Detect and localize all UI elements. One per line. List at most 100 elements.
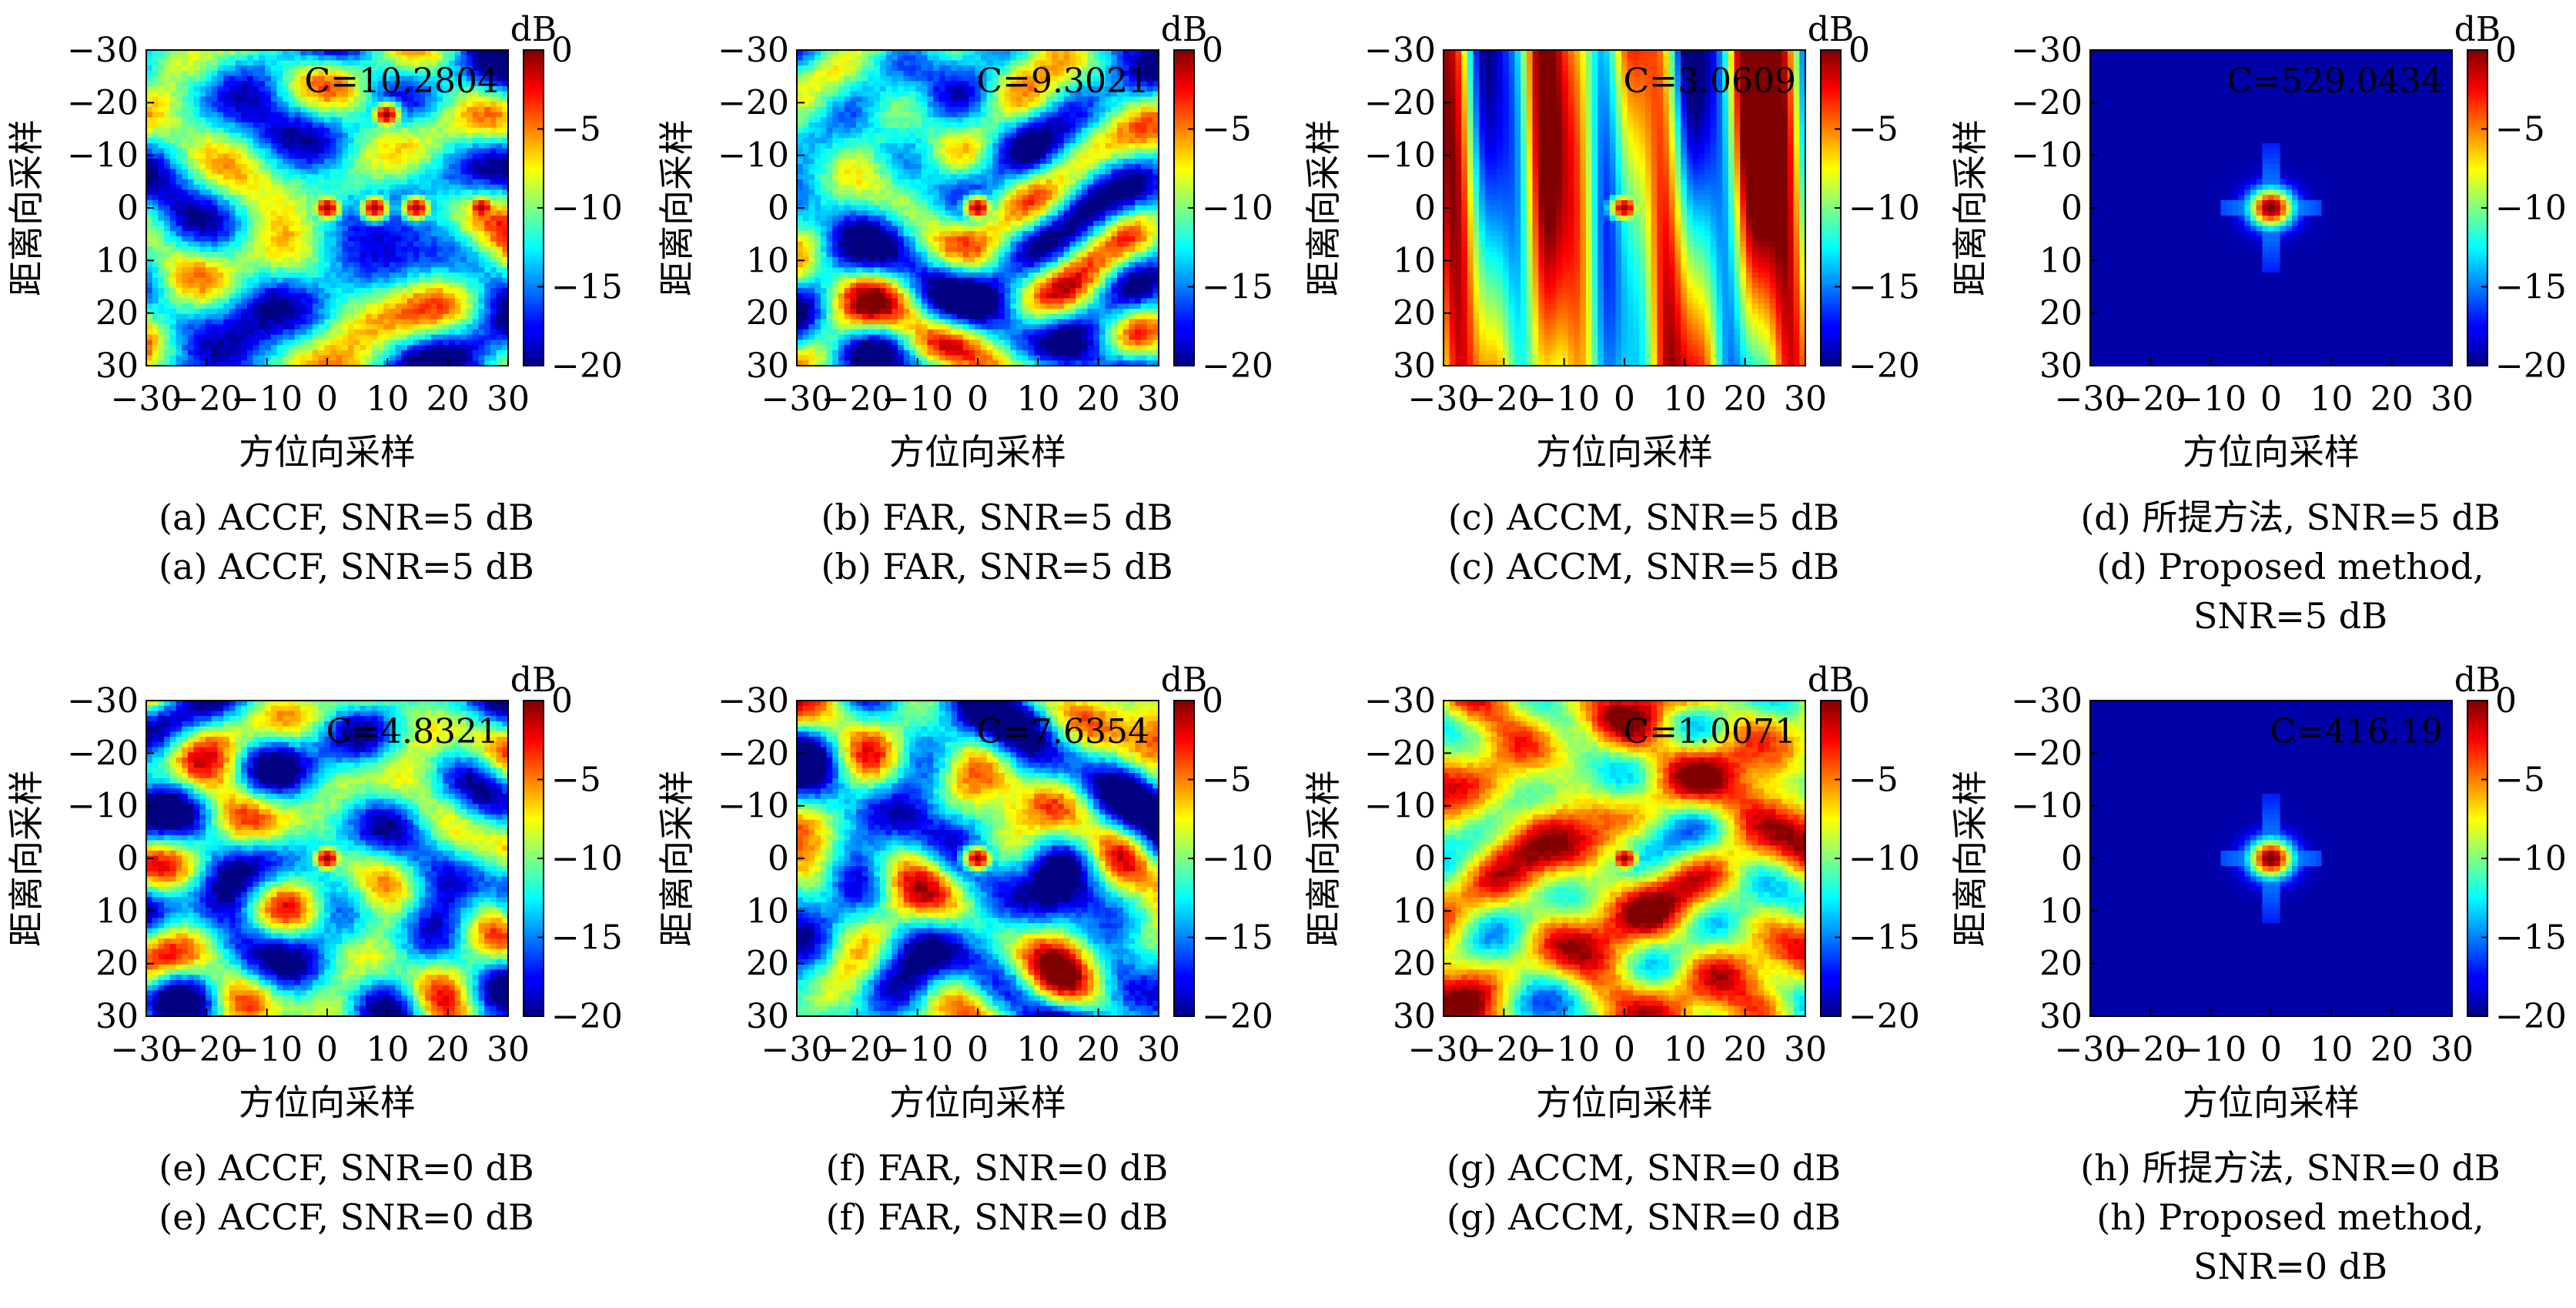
heatmap-cell (229, 60, 236, 65)
heatmap-cell (821, 71, 827, 76)
heatmap-cell (158, 138, 164, 143)
heatmap-cell (313, 153, 319, 159)
heatmap-cell (449, 179, 455, 185)
heatmap-cell (963, 60, 969, 65)
heatmap-cell (283, 133, 289, 139)
heatmap-cell (253, 335, 259, 340)
heatmap-cell (182, 169, 188, 175)
heatmap-cell (383, 350, 390, 356)
heatmap-cell (372, 164, 378, 169)
heatmap-cell (176, 76, 182, 82)
heatmap-cell (265, 60, 271, 65)
heatmap-cell (206, 107, 212, 112)
heatmap-cell (324, 324, 330, 330)
heatmap-cell (241, 293, 247, 299)
heatmap-cell (253, 169, 259, 175)
heatmap-cell (981, 133, 987, 139)
heatmap-cell (313, 159, 319, 164)
heatmap-cell (313, 102, 319, 107)
heatmap-cell (845, 133, 851, 139)
heatmap-cell (366, 293, 372, 299)
heatmap-cell (407, 231, 413, 236)
heatmap-cell (194, 314, 200, 319)
heatmap-cell (874, 92, 880, 97)
heatmap-cell (324, 242, 330, 247)
heatmap-cell (815, 50, 821, 55)
heatmap-cell (158, 319, 164, 325)
heatmap-cell (176, 273, 182, 278)
heatmap-cell (289, 210, 295, 216)
heatmap-cell (300, 164, 306, 169)
heatmap-cell (206, 86, 212, 92)
heatmap-cell (999, 149, 1005, 154)
heatmap-cell (146, 283, 152, 288)
heatmap-cell (1099, 107, 1106, 112)
heatmap-cell (330, 231, 336, 236)
heatmap-cell (313, 246, 319, 252)
heatmap-cell (176, 185, 182, 190)
heatmap-cell (223, 283, 229, 288)
heatmap-cell (283, 288, 289, 293)
heatmap-cell (283, 330, 289, 335)
heatmap-cell (473, 216, 479, 221)
heatmap-cell (348, 273, 354, 278)
heatmap-cell (146, 278, 152, 283)
heatmap-cell (289, 133, 295, 139)
heatmap-cell (229, 231, 236, 236)
heatmap-cell (419, 324, 425, 330)
heatmap-cell (265, 267, 271, 273)
heatmap-cell (170, 96, 176, 102)
heatmap-cell (928, 143, 934, 149)
heatmap-cell (212, 246, 218, 252)
heatmap-cell (933, 71, 939, 76)
heatmap-cell (265, 174, 271, 179)
heatmap-cell (236, 189, 242, 195)
heatmap-cell (478, 356, 484, 361)
heatmap-cell (407, 278, 413, 283)
heatmap-cell (182, 153, 188, 159)
heatmap-cell (1040, 128, 1046, 133)
heatmap-cell (407, 319, 413, 325)
heatmap-cell (229, 252, 236, 257)
heatmap-cell (419, 350, 425, 356)
heatmap-cell (158, 356, 164, 361)
heatmap-cell (188, 242, 194, 247)
heatmap-cell (1005, 133, 1011, 139)
heatmap-cell (1046, 107, 1052, 112)
heatmap-cell (241, 324, 247, 330)
heatmap-cell (460, 356, 467, 361)
heatmap-cell (265, 263, 271, 268)
heatmap-cell (206, 143, 212, 149)
heatmap-cell (1099, 149, 1106, 154)
heatmap-cell (206, 195, 212, 200)
heatmap-cell (413, 263, 420, 268)
heatmap-cell (797, 133, 803, 139)
heatmap-cell (164, 138, 170, 143)
heatmap-cell (963, 143, 969, 149)
heatmap-cell (366, 252, 372, 257)
heatmap-cell (324, 267, 330, 273)
heatmap-cell (437, 149, 443, 154)
heatmap-cell (217, 252, 223, 257)
heatmap-cell (390, 263, 396, 268)
heatmap-cell (313, 242, 319, 247)
heatmap-cell (933, 86, 939, 92)
heatmap-cell (1034, 112, 1040, 118)
heatmap-cell (217, 143, 223, 149)
heatmap-cell (821, 50, 827, 55)
heatmap-cell (963, 112, 969, 118)
heatmap-cell (366, 50, 372, 55)
heatmap-cell (1123, 128, 1129, 133)
heatmap-cell (425, 278, 431, 283)
heatmap-cell (939, 122, 945, 128)
heatmap-cell (490, 330, 497, 335)
heatmap-cell (880, 86, 886, 92)
heatmap-cell (236, 246, 242, 252)
heatmap-cell (951, 149, 957, 154)
heatmap-cell (449, 252, 455, 257)
heatmap-cell (874, 96, 880, 102)
heatmap-cell (295, 210, 301, 216)
heatmap-cell (1046, 143, 1052, 149)
heatmap-cell (886, 71, 892, 76)
heatmap-cell (939, 92, 945, 97)
